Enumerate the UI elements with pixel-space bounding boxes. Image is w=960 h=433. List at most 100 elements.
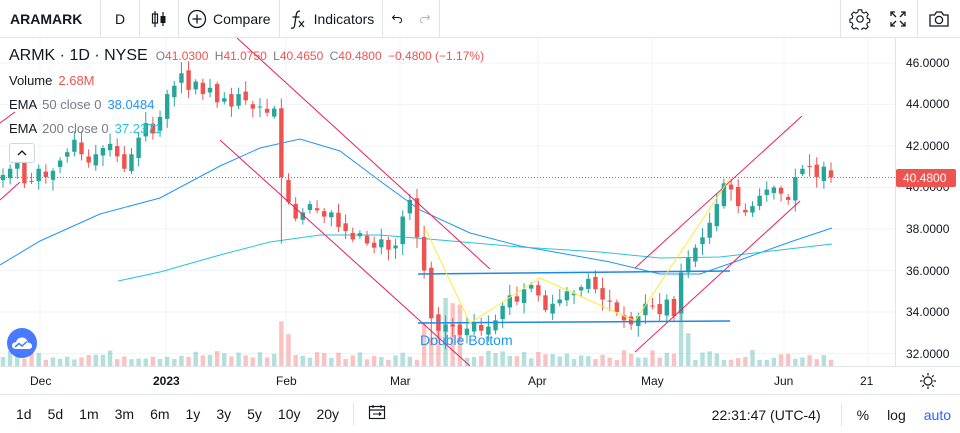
volume-bar <box>507 355 513 366</box>
legend-collapse-button[interactable] <box>9 143 35 163</box>
candle-body <box>114 146 120 157</box>
volume-bar <box>129 359 134 366</box>
candle-body <box>50 170 56 180</box>
range-6m[interactable]: 6m <box>150 406 170 422</box>
legend-title[interactable]: ARMK · 1D · NYSE <box>9 47 148 64</box>
candle-body <box>721 183 727 207</box>
candle-body <box>743 209 748 213</box>
clock[interactable]: 22:31:47 (UTC-4) <box>711 406 821 423</box>
candle-body <box>571 293 577 296</box>
price-axis[interactable]: 46.0000 44.0000 42.0000 40.0000 38.0000 36.00… <box>895 38 960 366</box>
fullscreen-icon <box>890 11 906 27</box>
volume-bar <box>536 352 541 366</box>
fullscreen-button[interactable] <box>879 0 917 38</box>
candle-body <box>793 177 798 201</box>
percent-toggle[interactable]: % <box>856 406 870 423</box>
volume-bar <box>571 359 577 366</box>
range-1m[interactable]: 1m <box>79 406 99 422</box>
range-10y[interactable]: 10y <box>277 406 301 422</box>
range-5y[interactable]: 5y <box>247 406 262 422</box>
time-tick: Mar <box>390 374 411 388</box>
top-toolbar: ARAMARK D Compare Indicators <box>0 0 960 38</box>
volume-bar <box>607 357 612 366</box>
range-1d[interactable]: 1d <box>16 406 32 422</box>
candle-body <box>43 171 49 178</box>
volume-bar <box>700 352 705 366</box>
candles <box>0 61 895 350</box>
volume-bar <box>386 359 391 366</box>
legend-volume[interactable]: Volume 2.68M <box>9 68 484 92</box>
chart-style-button[interactable] <box>140 0 178 38</box>
undo-button[interactable] <box>383 0 411 38</box>
axis-settings-button[interactable] <box>919 372 937 395</box>
indicators-button[interactable]: Indicators <box>280 0 383 38</box>
volume-bar <box>593 359 598 366</box>
camera-icon <box>929 11 949 27</box>
candle-body <box>543 295 548 310</box>
volume-bar <box>250 357 256 366</box>
time-axis[interactable]: Dec 2023 Feb Mar Apr May Jun 21 <box>0 366 960 394</box>
price-tick: 44.0000 <box>906 97 950 112</box>
volume-bar <box>614 359 620 366</box>
symbol-search[interactable]: ARAMARK <box>10 10 83 27</box>
settings-button[interactable] <box>841 0 879 38</box>
volume-bar <box>243 355 248 366</box>
candle-body <box>357 233 363 237</box>
volume-bar <box>636 357 641 366</box>
range-5d[interactable]: 5d <box>47 406 64 422</box>
candle-body <box>122 154 127 169</box>
candle-body <box>514 296 520 302</box>
volume-bar <box>407 356 413 366</box>
candle-body <box>264 108 270 113</box>
chart-pane[interactable] <box>0 38 960 366</box>
date-range-button[interactable] <box>360 404 394 425</box>
candle-body <box>279 108 284 178</box>
range-20y[interactable]: 20y <box>316 406 340 422</box>
candle-body <box>143 123 148 137</box>
candle-body <box>350 232 355 240</box>
range-3m[interactable]: 3m <box>114 406 135 422</box>
logo-badge[interactable] <box>7 328 37 358</box>
volume-bar <box>150 356 156 366</box>
volume-bar <box>364 359 370 366</box>
double-bottom-pattern <box>424 177 731 324</box>
log-toggle[interactable]: log <box>887 406 906 423</box>
volume-bar <box>157 358 163 366</box>
gear-icon <box>849 9 871 30</box>
candle-body <box>150 123 156 134</box>
candle-body <box>93 154 99 166</box>
candle-body <box>186 70 191 90</box>
volume-bar <box>486 350 491 366</box>
volume-bar <box>229 356 234 366</box>
candle-body <box>593 276 598 290</box>
drawings[interactable] <box>0 38 803 366</box>
volume-bar <box>671 353 677 366</box>
compare-button[interactable]: Compare <box>179 0 279 38</box>
volume-bars <box>0 298 834 366</box>
volume-bar <box>29 353 34 366</box>
volume-bar <box>50 357 56 366</box>
snapshot-button[interactable] <box>918 0 960 38</box>
redo-icon <box>420 14 431 23</box>
volume-bar <box>429 337 434 366</box>
volume-bar <box>214 351 220 366</box>
volume-bar <box>114 359 120 366</box>
candle-body <box>29 180 34 182</box>
interval-button[interactable]: D <box>114 10 126 27</box>
candle-body <box>493 320 498 331</box>
price-chart[interactable] <box>0 38 895 366</box>
ema50-label: EMA <box>9 96 38 112</box>
range-3y[interactable]: 3y <box>216 406 232 422</box>
volume-bar <box>200 355 206 366</box>
double-bottom-label[interactable]: Double Bottom <box>420 332 513 348</box>
redo-button[interactable] <box>411 0 439 38</box>
auto-toggle[interactable]: auto <box>923 406 951 423</box>
candle-body <box>257 106 263 108</box>
legend-ema200[interactable]: EMA 200 close 0 37.2371 <box>9 116 484 140</box>
candle-body <box>136 137 141 159</box>
legend-ema50[interactable]: EMA 50 close 0 38.0484 <box>9 92 484 116</box>
volume-bar <box>286 334 291 366</box>
range-1y[interactable]: 1y <box>185 406 201 422</box>
volume-bar <box>321 353 327 366</box>
price-tick: 46.0000 <box>906 55 950 70</box>
